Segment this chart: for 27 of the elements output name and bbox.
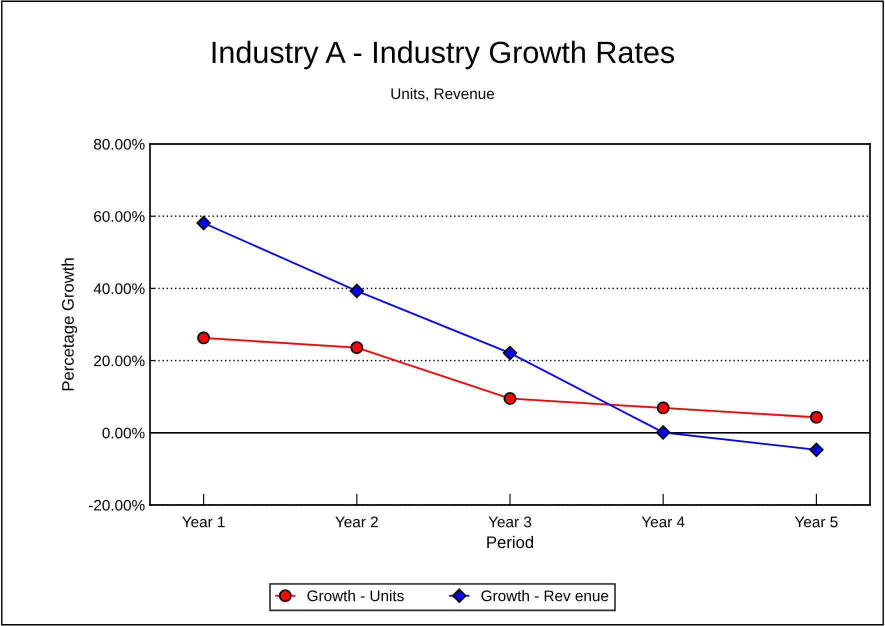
y-tick-label: 20.00% (94, 355, 145, 366)
point (197, 331, 210, 344)
y-tick-label: 80.00% (94, 138, 145, 150)
point (502, 346, 518, 360)
x-tick-label: Year 4 (642, 516, 685, 528)
legend-label: Growth - Rev enue (481, 590, 608, 602)
y-tick-label: -20.00% (88, 500, 145, 511)
point (504, 392, 516, 405)
x-tick-label: Year 3 (488, 516, 532, 528)
point (810, 410, 823, 424)
chart-title: Industry A - Industry Growth Rates (212, 40, 674, 70)
legend-label: Growth - Units (307, 590, 404, 602)
point (350, 341, 364, 354)
point (656, 402, 670, 414)
y-tick-label: 60.00% (94, 211, 145, 222)
y-tick-label: 40.00% (94, 283, 145, 294)
chart-subtitle: Units, Revenue (391, 88, 494, 101)
point (656, 425, 670, 440)
x-tick-label: Year 1 (182, 516, 225, 528)
point (196, 216, 211, 230)
x-tick-label: Year 2 (335, 516, 378, 528)
point (350, 284, 364, 298)
y-axis-title: Percetage Growth (62, 258, 78, 390)
x-tick-label: Year 5 (794, 516, 838, 528)
point (809, 442, 824, 457)
x-axis-title: Period (487, 536, 534, 548)
y-tick-label: 0.00% (102, 428, 145, 438)
